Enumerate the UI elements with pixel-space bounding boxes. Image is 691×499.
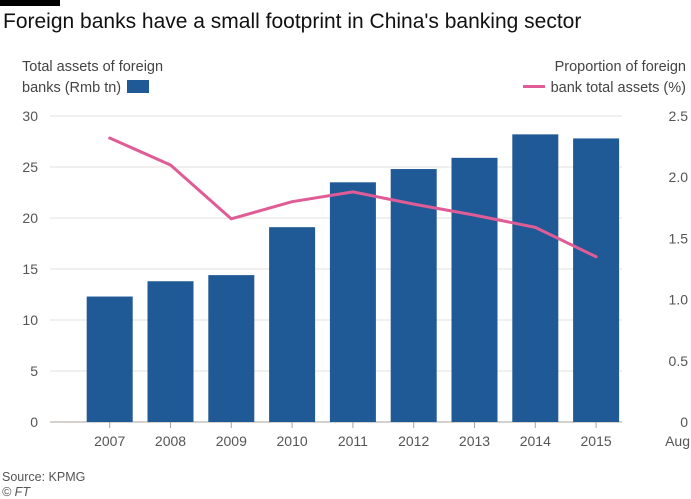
bar (147, 281, 194, 422)
left-tick-label: 30 (22, 108, 38, 124)
x-tick-label: 2013 (459, 433, 490, 449)
left-tick-label: 10 (22, 312, 38, 328)
right-tick-label: 1.0 (669, 292, 689, 308)
x-tick-label: 2011 (338, 433, 368, 449)
left-tick-label: 25 (22, 159, 38, 175)
bar (573, 138, 620, 422)
header-rule (0, 0, 60, 6)
bar (86, 296, 133, 422)
right-tick-label: 2.5 (669, 108, 689, 124)
x-tick-label: 2009 (216, 433, 247, 449)
x-tick-label: 2007 (94, 433, 125, 449)
chart-title: Foreign banks have a small footprint in … (3, 10, 582, 33)
x-tick-label: 2014 (520, 433, 551, 449)
right-tick-label: 1.5 (669, 230, 689, 246)
credit-note: © FT (2, 485, 30, 499)
legend-bars: Total assets of foreign banks (Rmb tn) (22, 57, 163, 99)
x-tick-label: 2015 (581, 433, 612, 449)
bar (269, 227, 316, 422)
source-note: Source: KPMG (2, 470, 86, 484)
legend-bars-label-2: banks (Rmb tn) (22, 80, 122, 96)
legend-line-swatch (522, 85, 545, 88)
legend-line: Proportion of foreign bank total assets … (522, 57, 686, 99)
legend-line-label-1: Proportion of foreign (554, 59, 686, 75)
legend-line-label-2: bank total assets (%) (550, 80, 686, 96)
x-extra-label: Aug (665, 433, 690, 449)
right-tick-label: 0.5 (669, 353, 689, 369)
right-tick-label: 0 (680, 414, 688, 430)
bar (208, 275, 255, 422)
left-tick-label: 0 (30, 414, 38, 430)
left-tick-label: 15 (22, 261, 38, 277)
x-tick-label: 2012 (398, 433, 429, 449)
bar (390, 169, 437, 422)
left-tick-label: 20 (22, 210, 38, 226)
x-tick-label: 2010 (277, 433, 308, 449)
bar (329, 182, 376, 422)
bar (451, 157, 498, 422)
bar (512, 134, 559, 423)
legend-bars-label-1: Total assets of foreign (22, 59, 164, 75)
bars (86, 134, 620, 423)
x-tick-label: 2008 (155, 433, 186, 449)
legend-bar-swatch (127, 80, 150, 93)
axis-ticks: 0 5 10 15 20 25 30 0 0.5 1.0 1.5 2.0 2.5 2007 2008 2009… (22, 108, 690, 449)
proportion-line (108, 136, 598, 259)
left-tick-label: 5 (30, 363, 38, 379)
right-tick-label: 2.0 (669, 169, 689, 185)
